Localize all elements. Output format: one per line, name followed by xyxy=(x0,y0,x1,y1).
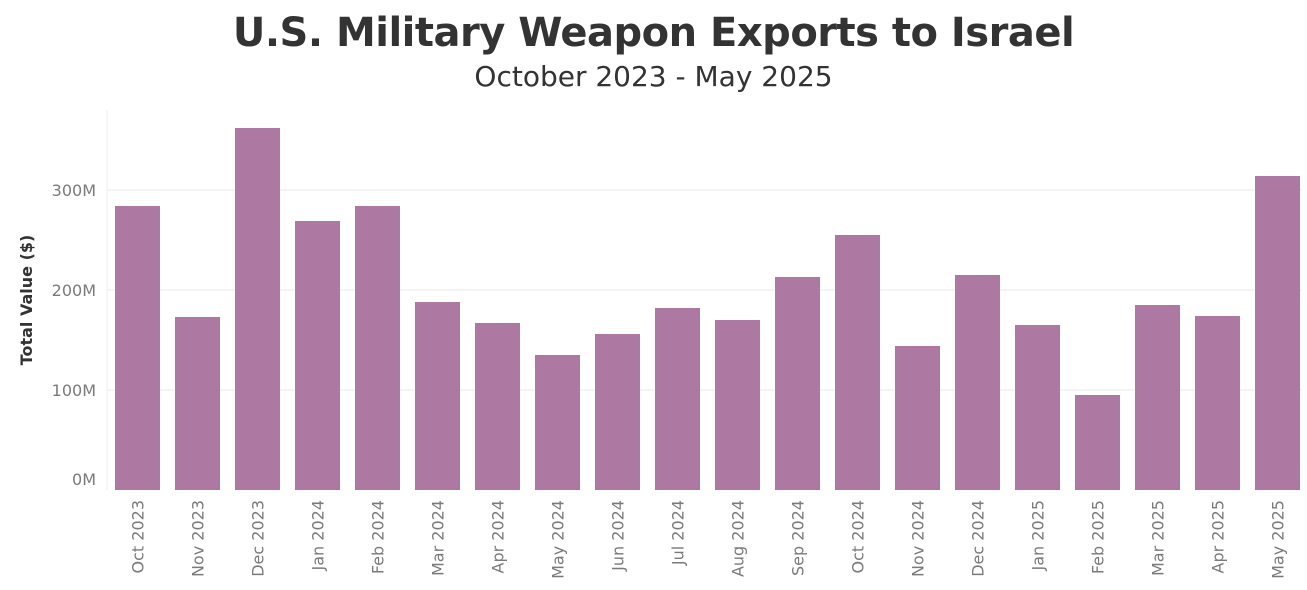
x-tick-label: Apr 2025 xyxy=(1209,500,1228,573)
bar xyxy=(955,275,1000,490)
x-axis-ticks: Oct 2023 Nov 2023 Dec 2023 Jan 2024 Feb 2024… xyxy=(129,500,1288,579)
bar xyxy=(1015,325,1060,490)
x-tick-label: Dec 2023 xyxy=(249,500,268,577)
x-tick-label: May 2024 xyxy=(549,500,568,579)
bar xyxy=(895,346,940,490)
chart-subtitle: October 2023 - May 2025 xyxy=(474,60,833,93)
x-tick-label: Dec 2024 xyxy=(969,500,988,577)
x-tick-label: Feb 2025 xyxy=(1089,500,1108,574)
x-tick-label: Jun 2024 xyxy=(609,500,628,572)
bar xyxy=(1195,316,1240,490)
bar xyxy=(595,334,640,490)
bar xyxy=(475,323,520,490)
x-tick-label: Oct 2023 xyxy=(129,500,148,573)
bar xyxy=(1075,395,1120,490)
grid-lines xyxy=(108,189,1302,391)
y-axis-label: Total Value ($) xyxy=(17,235,36,366)
bar xyxy=(175,317,220,490)
bar xyxy=(1255,176,1300,490)
x-tick-label: Oct 2024 xyxy=(849,500,868,573)
x-tick-label: Sep 2024 xyxy=(789,500,808,576)
bar xyxy=(835,235,880,490)
bar xyxy=(715,320,760,490)
bar xyxy=(535,355,580,490)
x-tick-label: Jan 2025 xyxy=(1029,500,1048,571)
y-tick-label: 300M xyxy=(52,181,96,200)
x-tick-label: Nov 2023 xyxy=(189,500,208,577)
x-tick-label: Aug 2024 xyxy=(729,500,748,577)
bar xyxy=(295,221,340,490)
x-tick-label: Jan 2024 xyxy=(309,500,328,571)
x-tick-label: Mar 2024 xyxy=(429,500,448,576)
y-tick-label: 0M xyxy=(72,470,96,489)
x-tick-label: Apr 2024 xyxy=(489,500,508,573)
x-tick-label: Nov 2024 xyxy=(909,500,928,577)
y-axis-ticks: 0M 100M 200M 300M xyxy=(52,181,96,489)
x-tick-label: Feb 2024 xyxy=(369,500,388,574)
bar xyxy=(1135,305,1180,490)
y-tick-label: 100M xyxy=(52,381,96,400)
bar xyxy=(415,302,460,490)
bar xyxy=(235,128,280,490)
bar xyxy=(115,206,160,490)
bar xyxy=(355,206,400,490)
chart-title: U.S. Military Weapon Exports to Israel xyxy=(232,10,1075,56)
y-tick-label: 200M xyxy=(52,281,96,300)
x-tick-label: Mar 2025 xyxy=(1149,500,1168,576)
bars xyxy=(115,128,1300,490)
x-tick-label: May 2025 xyxy=(1269,500,1288,579)
x-tick-label: Jul 2024 xyxy=(669,500,688,566)
bar xyxy=(775,277,820,490)
bar xyxy=(655,308,700,490)
